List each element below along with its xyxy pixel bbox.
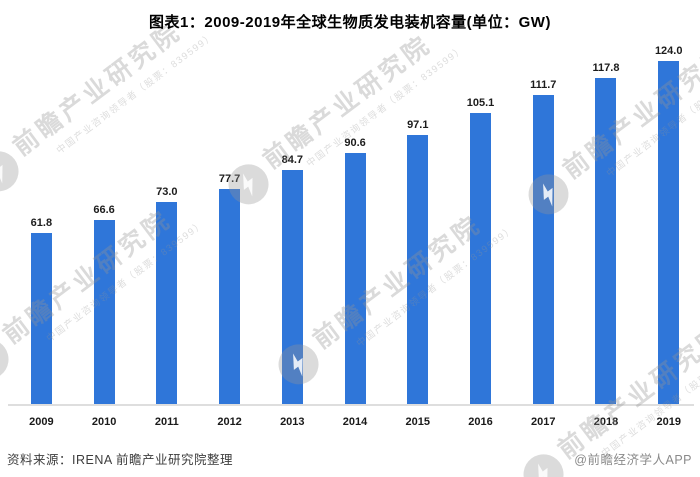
bar-2012 — [219, 189, 241, 404]
bar-2009 — [30, 233, 52, 404]
bar-slot: 90.6 2014 — [324, 0, 387, 428]
x-axis-tick-label: 2018 — [593, 416, 619, 428]
bar-2015 — [407, 135, 429, 404]
bar-2017 — [532, 95, 554, 404]
source-note: 资料来源：IRENA 前瞻产业研究院整理 — [7, 453, 233, 467]
bar-2018 — [595, 78, 617, 404]
bar-slot: 77.7 2012 — [198, 0, 261, 428]
bar-2013 — [281, 170, 303, 404]
x-axis-tick-label: 2019 — [656, 416, 681, 428]
bar-slot: 73.0 2011 — [135, 0, 198, 428]
bar-value-label: 90.6 — [344, 137, 366, 149]
bar-slot: 97.1 2015 — [386, 0, 449, 428]
bar-value-label: 61.8 — [30, 217, 53, 229]
bar-value-label: 73.0 — [156, 186, 178, 198]
bar-value-label: 77.7 — [218, 173, 241, 185]
bar-2019 — [658, 61, 680, 404]
bar-slot: 105.1 2016 — [449, 0, 512, 428]
bar-value-label: 97.1 — [407, 119, 429, 131]
qianzhan-bolt-logo-icon — [515, 446, 572, 477]
x-axis-line — [8, 404, 694, 406]
bars-container: 61.8 2009 66.6 2010 73.0 2011 77.7 2012 84.7 2013… — [10, 0, 700, 428]
x-axis-tick-label: 2017 — [531, 416, 556, 428]
x-axis-tick-label: 2011 — [154, 416, 179, 428]
bar-2014 — [344, 153, 366, 404]
bar-2016 — [470, 113, 491, 404]
bar-slot: 111.7 2017 — [512, 0, 575, 428]
bar-slot: 124.0 2019 — [637, 0, 700, 428]
x-axis-tick-label: 2012 — [217, 416, 242, 428]
bar-slot: 66.6 2010 — [73, 0, 136, 428]
bar-slot: 61.8 2009 — [10, 0, 73, 428]
bar-value-label: 111.7 — [530, 79, 557, 91]
x-axis-tick-label: 2009 — [29, 416, 54, 428]
x-axis-tick-label: 2014 — [342, 416, 368, 428]
bar-value-label: 84.7 — [281, 154, 304, 166]
bar-value-label: 124.0 — [654, 45, 683, 57]
x-axis-tick-label: 2016 — [468, 416, 493, 428]
x-axis-tick-label: 2015 — [405, 416, 431, 428]
brand-note: @前瞻经济学人APP — [574, 453, 692, 467]
bar-value-label: 105.1 — [466, 97, 495, 109]
x-axis-tick-label: 2010 — [91, 416, 117, 428]
bar-value-label: 66.6 — [93, 204, 115, 216]
bar-value-label: 117.8 — [592, 62, 620, 74]
bar-2010 — [93, 220, 115, 404]
x-axis-tick-label: 2013 — [280, 416, 305, 428]
bar-2011 — [156, 202, 178, 404]
bar-slot: 117.8 2018 — [575, 0, 638, 428]
bar-slot: 84.7 2013 — [261, 0, 324, 428]
chart-title: 图表1：2009-2019年全球生物质发电装机容量(单位：GW) — [149, 14, 551, 31]
